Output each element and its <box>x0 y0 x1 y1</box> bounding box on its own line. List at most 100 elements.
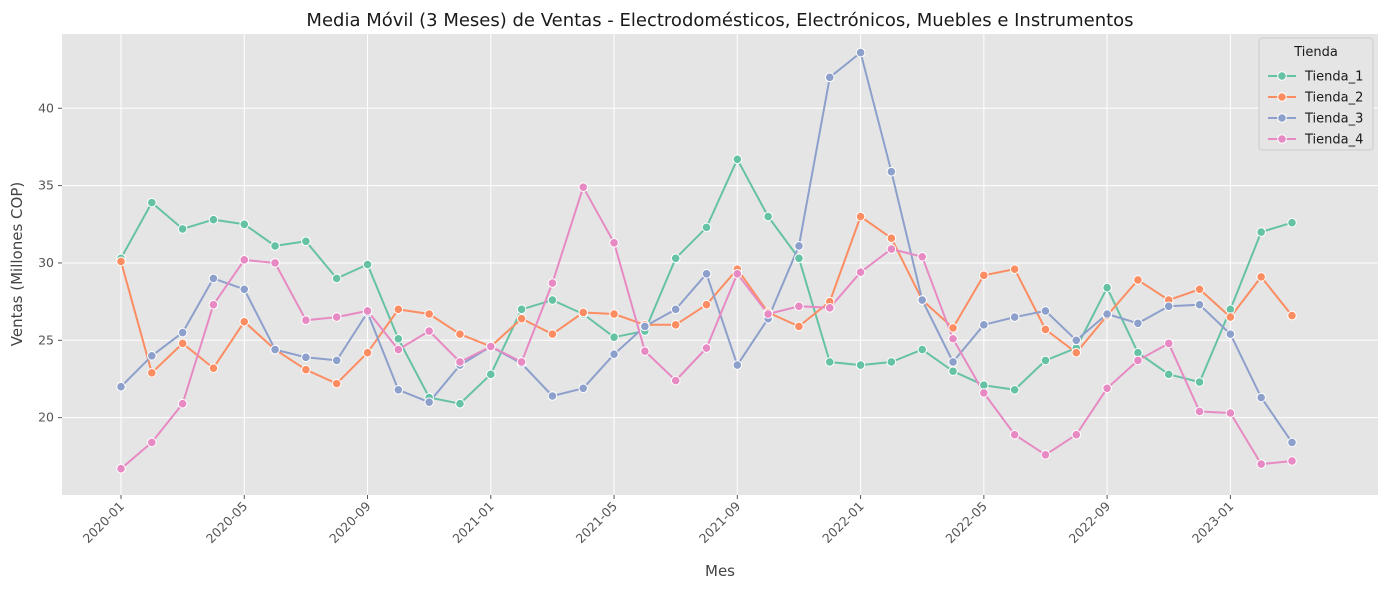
data-point-tienda_1 <box>455 398 465 409</box>
data-point-tienda_4 <box>763 309 773 319</box>
data-point-tienda_4 <box>516 357 527 367</box>
data-point-tienda_4 <box>301 315 311 325</box>
data-point-tienda_4 <box>1225 408 1236 418</box>
data-point-tienda_1 <box>1163 369 1174 380</box>
data-point-tienda_2 <box>301 364 311 375</box>
data-point-tienda_2 <box>1225 312 1236 322</box>
data-point-tienda_1 <box>485 369 496 380</box>
data-point-tienda_4 <box>177 398 188 409</box>
data-point-tienda_1 <box>547 295 558 305</box>
y-tick-label: 40 <box>38 100 54 115</box>
data-point-tienda_4 <box>424 326 434 336</box>
data-point-tienda_4 <box>362 306 373 316</box>
data-point-tienda_1 <box>270 241 280 251</box>
data-point-tienda_2 <box>1009 264 1020 274</box>
data-point-tienda_1 <box>362 259 373 270</box>
data-point-tienda_1 <box>239 219 250 230</box>
data-point-tienda_3 <box>794 241 804 251</box>
data-point-tienda_3 <box>732 360 743 370</box>
data-point-tienda_4 <box>547 278 558 288</box>
data-point-tienda_4 <box>640 346 650 356</box>
data-point-tienda_1 <box>1256 227 1266 237</box>
data-point-tienda_1 <box>609 332 619 343</box>
data-point-tienda_4 <box>485 341 496 352</box>
data-point-tienda_1 <box>917 344 928 355</box>
data-point-tienda_3 <box>1009 312 1020 322</box>
data-point-tienda_4 <box>147 437 157 448</box>
data-point-tienda_3 <box>1163 301 1174 312</box>
data-point-tienda_4 <box>701 343 712 353</box>
data-point-tienda_4 <box>609 238 619 248</box>
data-point-tienda_3 <box>147 350 157 361</box>
data-point-tienda_3 <box>578 383 589 394</box>
legend-label: Tienda_2 <box>1304 91 1363 106</box>
data-point-tienda_4 <box>1102 383 1112 394</box>
data-point-tienda_2 <box>794 321 804 332</box>
data-point-tienda_3 <box>547 391 558 401</box>
data-point-tienda_3 <box>855 47 866 58</box>
data-point-tienda_2 <box>116 256 126 267</box>
data-point-tienda_4 <box>1194 406 1205 417</box>
data-point-tienda_1 <box>1194 377 1205 387</box>
data-point-tienda_4 <box>794 301 804 312</box>
data-point-tienda_1 <box>670 253 681 264</box>
y-axis-label: Ventas (Millones COP) <box>8 182 26 346</box>
data-point-tienda_3 <box>701 268 712 279</box>
data-point-tienda_3 <box>640 321 650 332</box>
data-point-tienda_3 <box>979 320 989 330</box>
data-point-tienda_4 <box>455 357 465 367</box>
data-point-tienda_2 <box>393 304 404 315</box>
data-point-tienda_4 <box>979 388 989 398</box>
data-point-tienda_4 <box>331 312 342 322</box>
legend-title: Tienda <box>1293 45 1338 60</box>
series-points <box>116 47 1297 474</box>
data-point-tienda_3 <box>270 344 280 355</box>
data-point-tienda_4 <box>393 344 404 355</box>
data-point-tienda_1 <box>177 224 188 234</box>
data-point-tienda_3 <box>331 355 342 366</box>
data-point-tienda_2 <box>424 309 434 319</box>
data-point-tienda_4 <box>1256 459 1266 469</box>
data-point-tienda_4 <box>116 463 126 474</box>
legend-items: Tienda_1 Tienda_2 Tienda_3 Tienda_4 <box>1268 70 1363 148</box>
data-point-tienda_3 <box>886 166 897 177</box>
y-tick-label: 35 <box>38 178 54 193</box>
data-point-tienda_3 <box>177 327 188 338</box>
data-point-tienda_4 <box>732 268 743 279</box>
data-point-tienda_2 <box>948 323 958 333</box>
data-point-tienda_3 <box>1225 329 1236 339</box>
data-point-tienda_2 <box>177 338 188 349</box>
y-tick-label: 30 <box>38 255 54 270</box>
legend-swatch-marker <box>1277 71 1287 81</box>
data-point-tienda_4 <box>1287 456 1297 466</box>
data-point-tienda_4 <box>917 251 928 262</box>
legend-label: Tienda_1 <box>1304 70 1363 85</box>
data-point-tienda_2 <box>609 309 619 319</box>
legend-label: Tienda_4 <box>1304 133 1363 148</box>
data-point-tienda_2 <box>1040 324 1051 335</box>
data-point-tienda_2 <box>1287 310 1297 321</box>
legend-swatch-marker <box>1277 113 1287 123</box>
data-point-tienda_4 <box>208 299 219 310</box>
data-point-tienda_1 <box>1040 355 1051 366</box>
data-point-tienda_2 <box>1194 284 1205 295</box>
data-point-tienda_2 <box>208 363 219 373</box>
legend-swatch-marker <box>1277 134 1287 144</box>
data-point-tienda_3 <box>1287 437 1297 448</box>
data-point-tienda_3 <box>948 357 958 367</box>
data-point-tienda_1 <box>1287 217 1297 228</box>
data-point-tienda_3 <box>424 397 434 407</box>
data-point-tienda_3 <box>1102 309 1112 319</box>
data-point-tienda_4 <box>270 258 280 268</box>
data-point-tienda_1 <box>701 222 712 233</box>
data-point-tienda_1 <box>1009 385 1020 395</box>
chart-title: Media Móvil (3 Meses) de Ventas - Electr… <box>306 10 1133 31</box>
legend: Tienda Tienda_1 Tienda_2 Tienda_3 Tienda_4 <box>1258 37 1374 151</box>
data-point-tienda_1 <box>855 360 866 370</box>
data-point-tienda_4 <box>670 375 681 386</box>
data-point-tienda_1 <box>732 154 743 165</box>
data-point-tienda_1 <box>948 366 958 377</box>
data-point-tienda_2 <box>1133 275 1143 285</box>
data-point-tienda_4 <box>239 255 250 265</box>
